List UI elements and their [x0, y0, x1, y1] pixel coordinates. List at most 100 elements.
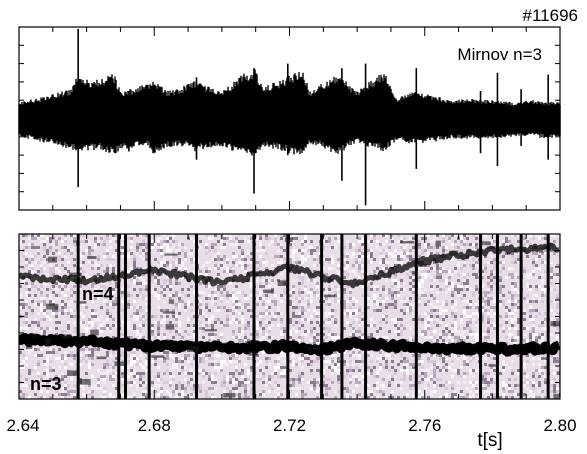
spectrogram-blob [480, 241, 491, 246]
spectrogram-pixel [484, 330, 487, 333]
spectrogram-pixel [61, 309, 64, 312]
spectrogram-pixel [526, 339, 529, 342]
spectrogram-pixel [427, 315, 430, 318]
spectrogram-pixel [448, 336, 451, 339]
spectrogram-pixel [139, 255, 142, 258]
spectrogram-pixel [208, 285, 211, 288]
spectrogram-pixel [34, 303, 37, 306]
spectrogram-pixel [430, 375, 433, 378]
spectrogram-pixel [139, 288, 142, 291]
spectrogram-pixel [241, 339, 244, 342]
spectrogram-pixel [40, 285, 43, 288]
spectrogram-pixel [514, 309, 517, 312]
spectrogram-pixel [217, 366, 220, 369]
spectrogram-pixel [172, 255, 175, 258]
spectrogram-pixel [169, 372, 172, 375]
spectrogram-pixel [79, 363, 82, 366]
spectrogram-pixel [295, 387, 298, 390]
spectrogram-pixel [436, 306, 439, 309]
spectrogram-pixel [367, 336, 370, 339]
spectrogram-pixel [28, 396, 31, 399]
spectrogram-pixel [91, 384, 94, 387]
spectrogram-pixel [163, 372, 166, 375]
spectrogram-pixel [238, 300, 241, 303]
spectrogram-pixel [532, 297, 535, 300]
spectrogram-pixel [409, 309, 412, 312]
spectrogram-pixel [349, 276, 352, 279]
spectrogram-pixel [466, 315, 469, 318]
spectrogram-pixel [244, 378, 247, 381]
spectrogram-pixel [25, 252, 28, 255]
spectrogram-pixel [502, 264, 505, 267]
spectrogram-pixel [190, 372, 193, 375]
spectrogram-pixel [52, 291, 55, 294]
spectrogram-pixel [259, 378, 262, 381]
spectrogram-pixel [121, 375, 124, 378]
spectrogram-pixel [40, 354, 43, 357]
spectrogram-pixel [262, 297, 265, 300]
spectrogram-pixel [466, 387, 469, 390]
spectrogram-pixel [358, 267, 361, 270]
spectrogram-streak [252, 234, 256, 399]
spectrogram-pixel [181, 387, 184, 390]
spectrogram-streak [286, 234, 290, 399]
spectrogram-pixel [529, 315, 532, 318]
spectrogram-pixel [418, 243, 421, 246]
spectrogram-pixel [292, 240, 295, 243]
spectrogram-pixel [523, 318, 526, 321]
spectrogram-pixel [268, 327, 271, 330]
spectrogram-pixel [448, 339, 451, 342]
spectrogram-pixel [304, 318, 307, 321]
spectrogram-pixel [247, 240, 250, 243]
spectrogram-pixel [190, 357, 193, 360]
spectrogram-pixel [46, 252, 49, 255]
spectrogram-pixel [436, 285, 439, 288]
spectrogram-pixel [112, 396, 115, 399]
spectrogram-pixel [208, 237, 211, 240]
spectrogram-pixel [43, 267, 46, 270]
spectrogram-pixel [313, 327, 316, 330]
spectrogram-pixel [223, 396, 226, 399]
spectrogram-pixel [247, 378, 250, 381]
spectrogram-pixel [439, 384, 442, 387]
spectrogram-pixel [217, 288, 220, 291]
spectrogram-pixel [280, 321, 283, 324]
spectrogram-pixel [217, 339, 220, 342]
spectrogram-pixel [235, 264, 238, 267]
spectrogram-blob [151, 355, 165, 358]
spectrogram-pixel [433, 246, 436, 249]
spectrogram-pixel [358, 246, 361, 249]
spectrogram-pixel [298, 381, 301, 384]
spectrogram-pixel [244, 237, 247, 240]
spectrogram-pixel [211, 237, 214, 240]
spectrogram-pixel [259, 243, 262, 246]
spectrogram-pixel [187, 354, 190, 357]
spectrogram-pixel [133, 288, 136, 291]
spectrogram-pixel [25, 291, 28, 294]
spectrogram-pixel [337, 240, 340, 243]
spectrogram-pixel [151, 324, 154, 327]
spectrogram-pixel [49, 264, 52, 267]
spectrogram-pixel [409, 336, 412, 339]
spectrogram-pixel [241, 261, 244, 264]
spectrogram-pixel [322, 384, 325, 387]
spectrogram-pixel [43, 309, 46, 312]
x-tick-label: 2.68 [138, 416, 171, 435]
spectrogram-pixel [25, 315, 28, 318]
spectrogram-pixel [337, 288, 340, 291]
spectrogram-pixel [91, 351, 94, 354]
spectrogram-pixel [346, 387, 349, 390]
spectrogram-pixel [493, 276, 496, 279]
spectrogram-pixel [256, 378, 259, 381]
spectrogram-pixel [220, 366, 223, 369]
spectrogram-pixel [283, 366, 286, 369]
spectrogram-pixel [55, 243, 58, 246]
spectrogram-pixel [157, 240, 160, 243]
spectrogram-pixel [208, 321, 211, 324]
spectrogram-pixel [382, 255, 385, 258]
spectrogram-pixel [523, 243, 526, 246]
spectrogram-pixel [514, 300, 517, 303]
spectrogram-pixel [334, 291, 337, 294]
spectrogram-pixel [517, 372, 520, 375]
spectrogram-pixel [127, 252, 130, 255]
